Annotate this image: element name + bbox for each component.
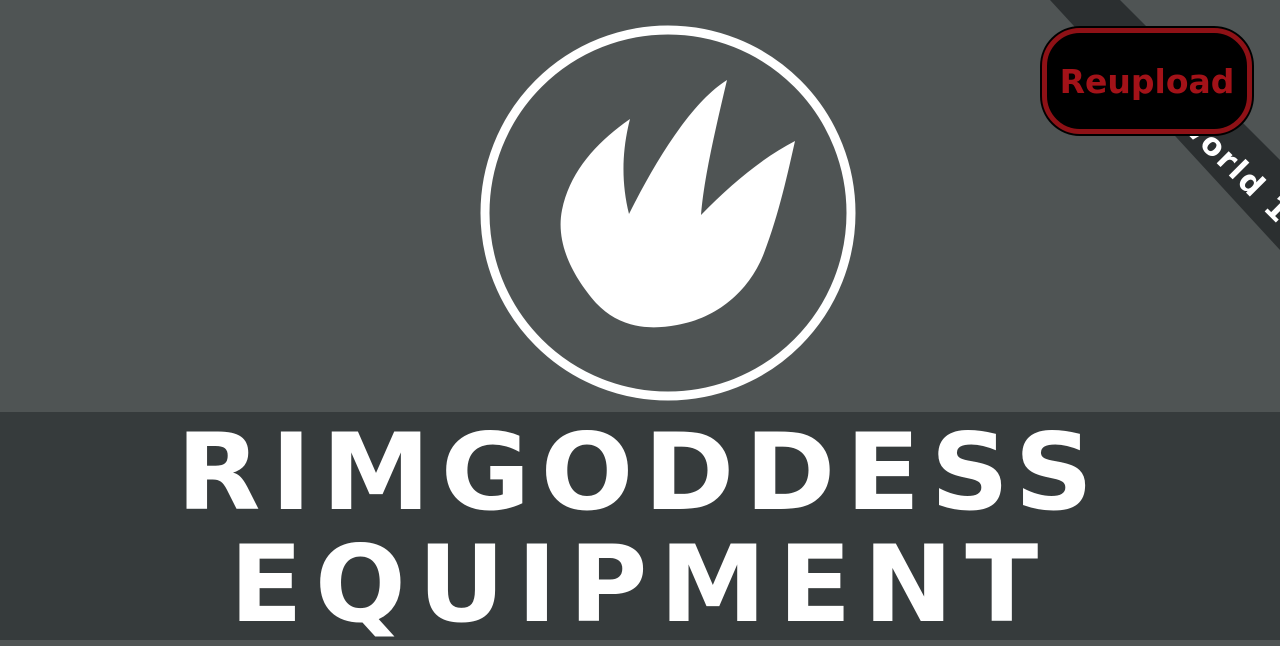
title-line-2: EQUIPMENT bbox=[229, 523, 1051, 646]
flame-claw-icon bbox=[480, 25, 856, 401]
banner-bottom-panel bbox=[0, 412, 1280, 640]
logo bbox=[472, 22, 864, 404]
title-block: RIMGODDESS EQUIPMENT bbox=[0, 408, 1280, 640]
reupload-label: Reupload bbox=[1059, 61, 1235, 101]
reupload-badge: Reupload bbox=[1042, 28, 1252, 134]
title-line-1: RIMGODDESS bbox=[176, 411, 1104, 534]
